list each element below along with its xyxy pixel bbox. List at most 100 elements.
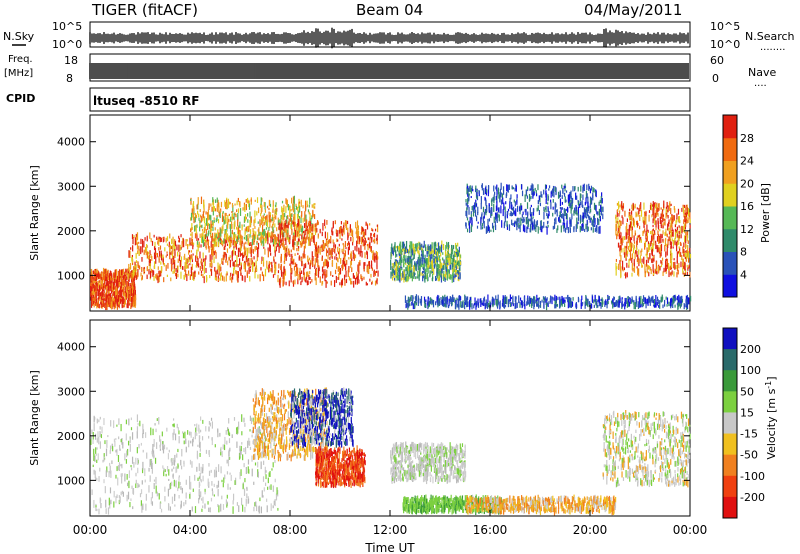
data-point bbox=[529, 224, 532, 228]
data-point bbox=[500, 205, 502, 214]
data-point bbox=[358, 248, 360, 252]
data-point bbox=[613, 302, 615, 308]
data-point bbox=[233, 240, 235, 244]
data-point bbox=[172, 259, 174, 264]
data-point bbox=[239, 221, 241, 229]
data-point bbox=[199, 226, 201, 232]
data-point bbox=[676, 302, 679, 306]
data-point bbox=[453, 297, 455, 300]
data-point bbox=[476, 195, 479, 201]
data-point bbox=[303, 263, 305, 270]
data-point bbox=[299, 233, 301, 236]
data-point bbox=[626, 301, 628, 308]
data-point bbox=[671, 252, 673, 260]
data-point bbox=[96, 302, 98, 309]
data-point bbox=[110, 272, 112, 280]
data-point bbox=[431, 265, 434, 272]
data-point bbox=[280, 271, 283, 277]
data-point bbox=[100, 297, 102, 304]
data-point bbox=[276, 208, 278, 212]
data-point bbox=[209, 262, 211, 268]
data-point bbox=[667, 215, 669, 219]
data-point bbox=[596, 301, 598, 306]
data-point bbox=[178, 240, 180, 243]
data-point bbox=[676, 230, 678, 238]
data-point bbox=[260, 197, 262, 206]
data-point bbox=[255, 260, 257, 269]
data-point bbox=[302, 217, 304, 223]
data-point bbox=[662, 304, 664, 309]
data-point bbox=[640, 237, 642, 241]
data-point bbox=[293, 216, 295, 224]
data-point bbox=[504, 300, 507, 305]
data-point bbox=[307, 260, 309, 265]
data-point bbox=[283, 266, 285, 275]
data-point bbox=[212, 243, 214, 248]
data-point bbox=[242, 276, 244, 281]
data-point bbox=[212, 220, 214, 226]
data-point bbox=[214, 234, 216, 240]
data-point bbox=[493, 204, 495, 212]
data-point bbox=[471, 217, 473, 225]
data-point bbox=[455, 244, 457, 250]
data-point bbox=[282, 207, 284, 215]
data-point bbox=[652, 229, 654, 236]
data-point bbox=[565, 199, 567, 203]
data-point bbox=[243, 216, 246, 223]
data-point bbox=[228, 218, 230, 223]
data-point bbox=[582, 204, 584, 209]
data-point bbox=[280, 223, 282, 231]
data-point bbox=[686, 297, 688, 306]
data-point bbox=[219, 240, 221, 243]
data-point bbox=[222, 216, 225, 222]
data-point bbox=[346, 259, 348, 265]
data-point bbox=[677, 299, 679, 304]
data-point bbox=[660, 297, 663, 303]
data-point bbox=[497, 213, 499, 218]
data-point bbox=[250, 247, 252, 254]
data-point bbox=[593, 223, 595, 228]
data-point bbox=[153, 234, 155, 238]
data-point bbox=[521, 214, 523, 218]
data-point bbox=[682, 258, 684, 263]
data-point bbox=[126, 280, 128, 288]
data-point bbox=[246, 247, 249, 255]
data-point bbox=[172, 243, 174, 247]
data-point bbox=[108, 297, 110, 305]
data-point bbox=[552, 188, 554, 197]
data-point bbox=[482, 218, 485, 224]
data-point bbox=[203, 234, 206, 242]
data-point bbox=[562, 225, 565, 229]
data-point bbox=[94, 275, 96, 280]
data-point bbox=[314, 273, 316, 281]
data-point bbox=[408, 298, 411, 303]
data-point bbox=[485, 210, 487, 216]
data-point bbox=[596, 302, 598, 309]
data-point bbox=[202, 252, 204, 259]
data-point bbox=[545, 298, 547, 305]
data-point bbox=[297, 206, 299, 210]
data-point bbox=[190, 212, 193, 221]
data-point bbox=[210, 241, 212, 249]
data-point bbox=[529, 214, 532, 217]
data-point bbox=[134, 285, 136, 290]
cpid-strip: CPID ltuseq -8510 RF bbox=[6, 87, 691, 112]
data-point bbox=[93, 296, 95, 303]
data-point bbox=[334, 220, 336, 225]
data-point bbox=[190, 270, 193, 277]
data-point bbox=[111, 296, 113, 305]
data-point bbox=[674, 224, 677, 228]
data-point bbox=[613, 296, 615, 300]
data-point bbox=[131, 280, 133, 286]
data-point bbox=[657, 245, 659, 250]
data-point bbox=[502, 197, 504, 205]
data-point bbox=[510, 211, 512, 217]
data-point bbox=[106, 294, 108, 299]
data-point bbox=[451, 245, 453, 252]
data-point bbox=[500, 182, 502, 190]
data-point bbox=[180, 246, 182, 250]
data-point bbox=[530, 219, 532, 225]
data-point bbox=[249, 211, 251, 218]
data-point bbox=[597, 221, 599, 226]
data-point bbox=[642, 298, 644, 302]
